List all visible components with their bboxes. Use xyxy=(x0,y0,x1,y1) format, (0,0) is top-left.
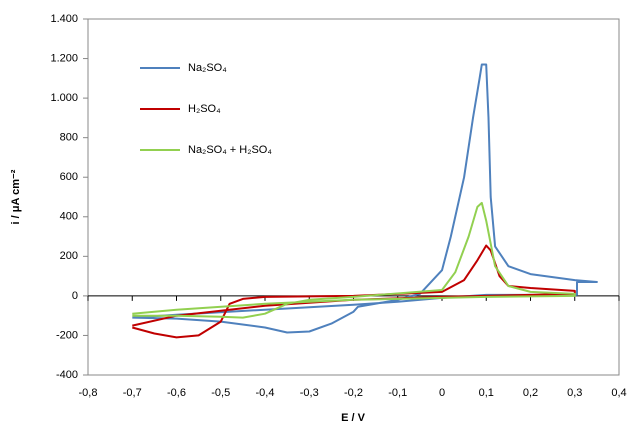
y-tick-label: -200 xyxy=(56,329,78,341)
legend-label: Na₂SO₄ + H₂SO₄ xyxy=(188,144,272,156)
x-tick-label: -0,7 xyxy=(123,387,142,399)
x-tick-label: 0 xyxy=(439,387,445,399)
x-tick-label: -0,2 xyxy=(344,387,363,399)
x-tick-label: -0,8 xyxy=(79,387,98,399)
y-tick-label: 0 xyxy=(72,290,78,302)
x-tick-label: -0,4 xyxy=(256,387,275,399)
x-tick-label: 0,4 xyxy=(611,387,626,399)
y-axis-title: i / μA cm⁻² xyxy=(10,169,22,224)
x-tick-label: 0,2 xyxy=(523,387,538,399)
y-tick-label: 200 xyxy=(60,250,78,262)
series-line xyxy=(132,201,576,319)
y-tick-label: -400 xyxy=(56,369,78,381)
x-tick-label: -0,1 xyxy=(388,387,407,399)
x-tick-label: -0,3 xyxy=(300,387,319,399)
legend-label: H₂SO₄ xyxy=(188,103,221,115)
x-tick-label: 0,1 xyxy=(479,387,494,399)
x-tick-label: -0,6 xyxy=(167,387,186,399)
x-tick-label: 0,3 xyxy=(567,387,582,399)
y-tick-label: 1.000 xyxy=(50,92,78,104)
x-axis-title: E / V xyxy=(341,412,366,424)
series-line xyxy=(132,244,576,339)
y-tick-label: 800 xyxy=(60,132,78,144)
legend-label: Na₂SO₄ xyxy=(188,62,227,74)
y-tick-label: 1.400 xyxy=(50,13,78,25)
y-tick-label: 1.200 xyxy=(50,52,78,64)
plot-frame xyxy=(87,18,620,376)
x-tick-label: -0,5 xyxy=(211,387,230,399)
y-tick-label: 400 xyxy=(60,211,78,223)
y-tick-label: 600 xyxy=(60,171,78,183)
